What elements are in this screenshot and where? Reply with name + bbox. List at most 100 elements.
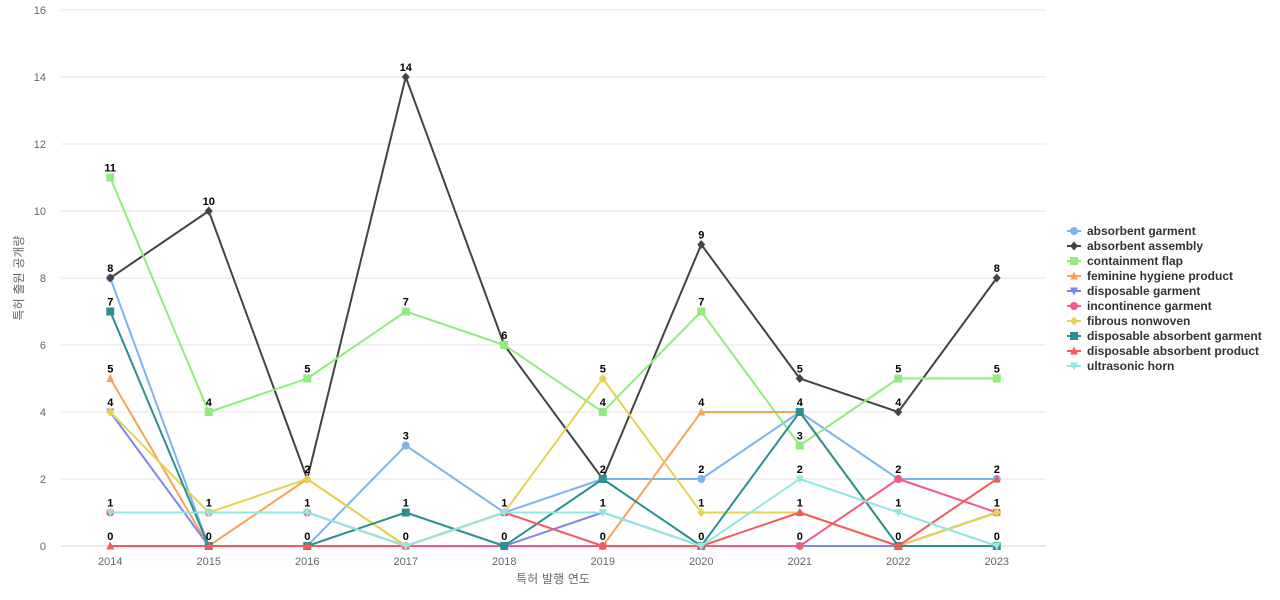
series-line	[106, 307, 1001, 550]
data-label: 0	[797, 531, 803, 543]
y-tick-label: 0	[40, 541, 46, 553]
data-label: 10	[203, 196, 215, 208]
data-point	[401, 542, 410, 551]
data-point	[598, 408, 607, 416]
data-label: 4	[206, 397, 213, 409]
series-path	[109, 478, 998, 547]
legend-item[interactable]: disposable absorbent garment	[1067, 329, 1262, 343]
data-point	[1070, 271, 1078, 280]
y-tick-label: 12	[34, 139, 46, 151]
data-label: 0	[501, 531, 507, 543]
data-point	[401, 441, 410, 450]
data-point	[204, 408, 213, 416]
y-tick-label: 10	[34, 206, 46, 218]
data-point	[992, 508, 1001, 517]
data-point	[795, 508, 804, 516]
data-label: 1	[698, 498, 704, 510]
data-label: 4	[600, 397, 607, 409]
legend-label: incontinence garment	[1087, 299, 1212, 313]
legend-label: disposable absorbent garment	[1087, 329, 1262, 343]
data-point	[795, 441, 804, 450]
data-label: 0	[107, 531, 113, 543]
data-point	[697, 407, 706, 416]
series-line	[106, 475, 1001, 551]
data-point	[697, 542, 706, 551]
data-label: 2	[698, 464, 704, 476]
x-tick-label: 2021	[788, 556, 812, 568]
data-label: 5	[107, 364, 113, 376]
data-label: 1	[600, 498, 606, 510]
data-label: 1	[107, 498, 113, 510]
legend-item[interactable]: feminine hygiene product	[1067, 269, 1233, 283]
legend-item[interactable]: disposable garment	[1067, 284, 1200, 298]
data-labels: 1187541010410521014731061054210974210543…	[104, 62, 999, 543]
data-point	[1070, 287, 1078, 296]
data-label: 2	[895, 464, 901, 476]
data-point	[894, 509, 903, 517]
data-label: 5	[994, 364, 1000, 376]
legend-label: disposable absorbent product	[1087, 344, 1259, 358]
data-point	[992, 474, 1001, 483]
data-label: 5	[797, 364, 803, 376]
data-point	[1070, 302, 1078, 310]
data-point	[598, 475, 607, 483]
data-label: 2	[797, 464, 803, 476]
legend-label: containment flap	[1087, 254, 1183, 268]
data-label: 1	[206, 498, 212, 510]
data-point	[106, 407, 115, 417]
data-point	[894, 407, 903, 417]
x-tick-label: 2015	[197, 556, 221, 568]
legend-item[interactable]: absorbent garment	[1067, 224, 1196, 238]
data-label: 0	[698, 531, 704, 543]
data-point	[204, 509, 213, 517]
data-point	[795, 542, 804, 550]
data-label: 11	[104, 163, 116, 175]
legend-label: fibrous nonwoven	[1087, 314, 1190, 328]
data-point	[1070, 346, 1078, 355]
data-label: 2	[994, 464, 1000, 476]
data-label: 3	[403, 431, 409, 443]
data-point	[992, 374, 1001, 383]
x-tick-label: 2018	[492, 556, 516, 568]
x-axis-title: 특허 발행 연도	[516, 571, 590, 586]
legend-label: feminine hygiene product	[1087, 269, 1233, 283]
data-point	[1070, 332, 1078, 340]
legend-item[interactable]: disposable absorbent product	[1067, 344, 1259, 358]
series-line	[106, 72, 1001, 484]
data-point	[500, 341, 509, 349]
data-point	[106, 509, 115, 517]
legend-item[interactable]: absorbent assembly	[1067, 239, 1203, 253]
series-path	[109, 377, 998, 547]
data-label: 4	[698, 397, 705, 409]
data-point	[992, 542, 1001, 551]
data-point	[795, 374, 804, 383]
data-point	[500, 509, 509, 517]
data-label: 6	[501, 330, 507, 342]
data-point	[401, 508, 410, 517]
legend-item[interactable]: containment flap	[1067, 254, 1183, 268]
data-point	[303, 374, 312, 383]
data-label: 1	[304, 498, 310, 510]
legend-item[interactable]: ultrasonic horn	[1067, 359, 1174, 373]
legend-item[interactable]: fibrous nonwoven	[1067, 314, 1190, 328]
y-tick-label: 16	[34, 5, 46, 17]
data-label: 8	[994, 263, 1000, 275]
legend-item[interactable]: incontinence garment	[1067, 299, 1212, 313]
data-label: 0	[206, 531, 212, 543]
data-point	[1070, 227, 1078, 235]
data-point	[1070, 316, 1078, 326]
data-point	[1070, 241, 1078, 251]
data-point	[992, 273, 1001, 283]
data-point	[106, 374, 115, 382]
data-point	[401, 307, 410, 316]
x-tick-label: 2017	[394, 556, 418, 568]
x-tick-label: 2016	[295, 556, 319, 568]
series-path	[109, 310, 998, 547]
legend-label: absorbent garment	[1087, 224, 1196, 238]
x-tick-label: 2019	[591, 556, 615, 568]
data-label: 1	[994, 498, 1000, 510]
data-label: 5	[895, 364, 901, 376]
y-tick-label: 4	[40, 407, 46, 419]
data-label: 0	[403, 531, 409, 543]
